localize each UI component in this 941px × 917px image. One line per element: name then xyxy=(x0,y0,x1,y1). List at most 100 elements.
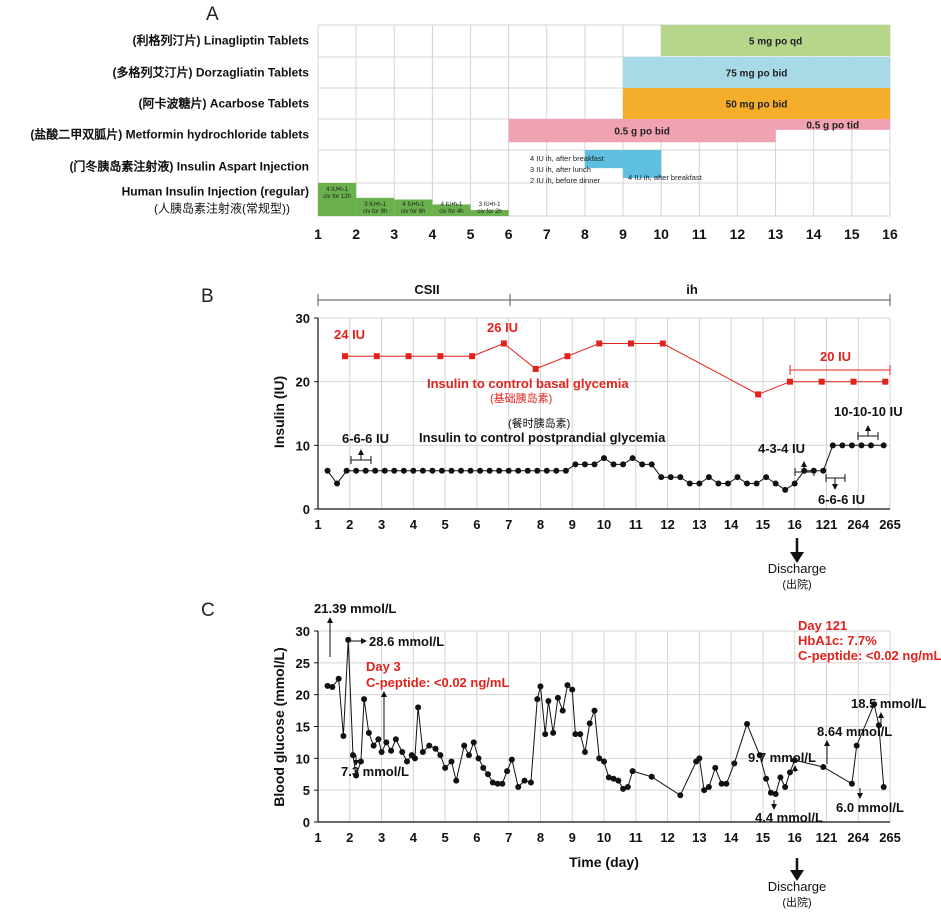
a-x-tick-3: 3 xyxy=(390,226,398,242)
human-insulin-step-0 xyxy=(318,183,357,216)
b-x-tick-11: 12 xyxy=(660,517,674,532)
glucose-point-22 xyxy=(426,742,433,749)
glucose-point-1 xyxy=(329,684,336,691)
glucose-point-62 xyxy=(624,783,631,790)
glucose-point-83 xyxy=(820,763,827,770)
panel-c-y-label: Blood glucose (mmol/L) xyxy=(271,647,287,806)
aspart-dosing-text: 4 IU ih, after breakfast 3 IU ih, after … xyxy=(530,154,703,185)
glucose-point-38 xyxy=(508,756,515,763)
basal-point-4 xyxy=(469,353,476,360)
panel-b-letter: B xyxy=(201,286,214,307)
phase-label-ih: ih xyxy=(686,282,698,297)
glucose-point-6 xyxy=(353,772,360,779)
a-x-tick-15: 15 xyxy=(844,226,860,242)
bolus-point-18 xyxy=(496,467,503,474)
bolus-point-53 xyxy=(829,442,836,449)
basal-point-15 xyxy=(882,378,889,385)
glucose-point-34 xyxy=(489,779,496,786)
glucose-point-19 xyxy=(411,755,418,762)
glucose-point-47 xyxy=(554,694,561,701)
glucose-point-70 xyxy=(712,764,719,771)
bracket-101010 xyxy=(857,425,879,440)
glucose-point-54 xyxy=(586,720,593,727)
b-x-tick-15: 16 xyxy=(787,517,801,532)
bolus-point-1 xyxy=(334,480,341,487)
bolus-point-4 xyxy=(362,467,369,474)
glucose-point-48 xyxy=(559,707,566,714)
bar-0 xyxy=(661,25,890,56)
b-y-tick-0: 0 xyxy=(303,502,310,517)
basal-line xyxy=(345,342,886,395)
c-x-tick-14: 15 xyxy=(756,830,770,845)
glucose-point-0 xyxy=(324,682,331,689)
glucose-point-32 xyxy=(480,764,487,771)
c-y-tick-30: 30 xyxy=(296,624,310,639)
panel-c-series xyxy=(324,636,887,799)
a-x-tick-4: 4 xyxy=(428,226,436,242)
basal-point-12 xyxy=(786,378,793,385)
c-x-tick-15: 16 xyxy=(787,830,801,845)
glucose-point-46 xyxy=(550,729,557,736)
aspart-dose-after: 4 IU ih, after breakfast xyxy=(628,173,703,182)
bolus-point-12 xyxy=(438,467,445,474)
c-x-tick-16: 121 xyxy=(816,830,838,845)
a-x-tick-12: 12 xyxy=(730,226,746,242)
discharge-label-cn-c: (出院) xyxy=(782,895,811,909)
note-hba1c: HbA1c: 7.7% xyxy=(798,633,877,648)
human-insulin-dur-0: civ for 12h xyxy=(323,194,351,200)
b-x-tick-10: 11 xyxy=(629,517,643,532)
annot-101010: 10-10-10 IU xyxy=(834,404,903,419)
row-label-cn-5: (人胰岛素注射液(常规型)) xyxy=(154,201,290,216)
c-y-tick-15: 15 xyxy=(296,720,310,735)
bolus-point-3 xyxy=(353,467,360,474)
glucose-point-59 xyxy=(610,775,617,782)
annot-9-7: 9.7 mmol/L xyxy=(748,750,816,765)
glucose-point-61 xyxy=(620,785,627,792)
glucose-point-15 xyxy=(392,736,399,743)
bracket-434 xyxy=(794,461,815,476)
bolus-point-22 xyxy=(534,467,541,474)
bolus-point-37 xyxy=(677,474,684,481)
glucose-point-7 xyxy=(357,758,364,765)
bolus-point-58 xyxy=(880,442,887,449)
glucose-point-86 xyxy=(871,701,878,708)
bolus-point-33 xyxy=(639,461,646,468)
glucose-point-5 xyxy=(349,752,356,759)
c-x-tick-7: 8 xyxy=(537,830,544,845)
c-x-tick-4: 5 xyxy=(442,830,449,845)
bolus-point-41 xyxy=(715,480,722,487)
glucose-point-55 xyxy=(591,707,598,714)
a-x-tick-10: 10 xyxy=(653,226,669,242)
c-x-tick-8: 9 xyxy=(569,830,576,845)
glucose-point-16 xyxy=(399,748,406,755)
annot-28-6: 28.6 mmol/L xyxy=(369,634,444,649)
glucose-point-37 xyxy=(504,768,511,775)
glucose-point-42 xyxy=(534,696,541,703)
glucose-point-31 xyxy=(475,755,482,762)
c-x-tick-18: 265 xyxy=(879,830,901,845)
row-label-5: Human Insulin Injection (regular) xyxy=(122,185,309,199)
glucose-point-24 xyxy=(437,752,444,759)
glucose-point-17 xyxy=(403,758,410,765)
human-insulin-dur-3: civ for 4h xyxy=(439,209,463,215)
aspart-dose-1: 4 IU ih, after breakfast xyxy=(530,154,605,163)
human-insulin-step-2 xyxy=(394,199,433,216)
phase-label-csii: CSII xyxy=(414,282,439,297)
b-y-tick-10: 10 xyxy=(296,438,310,453)
glucose-point-76 xyxy=(763,775,770,782)
bolus-point-20 xyxy=(515,467,522,474)
row-label-2: (阿卡波糖片) Acarbose Tablets xyxy=(139,96,310,111)
bolus-point-9 xyxy=(410,467,417,474)
glucose-point-4 xyxy=(345,636,352,643)
glucose-point-49 xyxy=(564,682,571,689)
b-x-tick-0: 1 xyxy=(314,517,321,532)
basal-point-8 xyxy=(596,340,603,347)
glucose-point-69 xyxy=(705,783,712,790)
bolus-point-21 xyxy=(524,467,531,474)
glucose-point-57 xyxy=(601,758,608,765)
glucose-point-53 xyxy=(581,748,588,755)
a-x-tick-11: 11 xyxy=(692,226,707,242)
glucose-point-21 xyxy=(419,748,426,755)
